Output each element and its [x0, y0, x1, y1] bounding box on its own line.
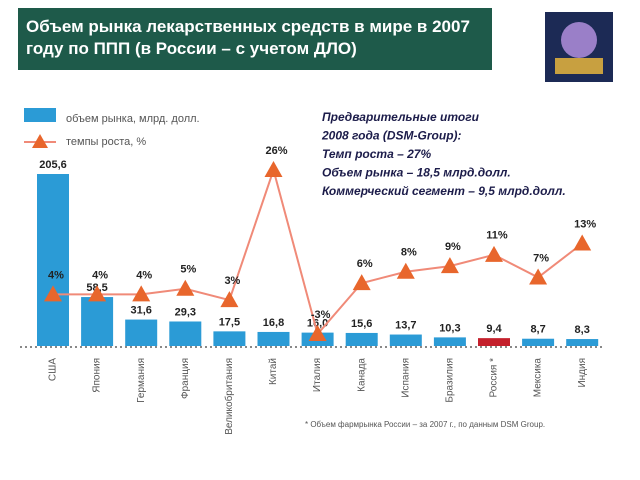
growth-marker [176, 279, 195, 296]
legend-marker [32, 134, 48, 148]
x-tick-label: Россия * [489, 358, 500, 398]
decor-image [545, 12, 613, 82]
bar-value-label: 15,6 [351, 318, 372, 330]
growth-marker [485, 245, 503, 262]
bar-value-label: 13,7 [395, 319, 416, 331]
x-tick-label: США [48, 358, 59, 381]
x-tick-label: Италия [312, 358, 323, 392]
growth-marker [352, 274, 371, 291]
growth-marker [132, 285, 151, 302]
growth-value-label: 11% [486, 230, 508, 242]
growth-value-label: 4% [48, 269, 64, 281]
annotation-line: Коммерческий сегмент – 9,5 млрд.долл. [322, 184, 566, 198]
bar [257, 331, 290, 346]
bar [522, 338, 555, 346]
bar-value-label: 16,8 [263, 317, 284, 329]
bar [37, 174, 69, 346]
annotation-line: 2008 года (DSM-Group): [321, 129, 462, 143]
growth-marker [396, 262, 415, 279]
bar-value-label: 8,3 [575, 324, 590, 336]
x-tick-label: Бразилия [445, 358, 456, 403]
bar-value-label: 17,5 [219, 316, 240, 328]
x-tick-label: Великобритания [223, 358, 235, 435]
growth-marker [220, 291, 239, 308]
bar-value-label: 10,3 [439, 322, 460, 334]
growth-marker [44, 285, 62, 302]
growth-value-label: 4% [136, 269, 152, 281]
x-tick-label: Германия [136, 358, 147, 403]
bar-value-label: 205,6 [39, 159, 67, 171]
bar-value-label: 31,6 [130, 304, 151, 316]
x-tick-label: Франция [180, 358, 191, 399]
bar [566, 339, 599, 346]
growth-marker [440, 257, 459, 274]
bar [213, 331, 246, 346]
bar [478, 338, 510, 346]
growth-marker [264, 161, 283, 177]
bar [389, 334, 422, 346]
annotation-line: Предварительные итоги [322, 110, 480, 124]
bar-value-label: 29,3 [175, 306, 196, 318]
bar [169, 321, 202, 346]
bar [125, 319, 158, 346]
legend-swatch [24, 108, 56, 122]
growth-value-label: 5% [180, 264, 196, 276]
growth-value-label: 26% [265, 145, 287, 157]
bar-value-label: 8,7 [530, 324, 545, 336]
bar-value-label: 9,4 [486, 323, 502, 335]
growth-marker [88, 285, 107, 302]
title-wrap: Объем рынка лекарственных средств в мире… [26, 17, 470, 58]
x-tick-label: Япония [92, 358, 103, 393]
growth-value-label: 4% [92, 269, 108, 281]
growth-value-label: 3% [224, 275, 240, 287]
legend-label: объем рынка, млрд. долл. [66, 113, 200, 125]
growth-value-label: 6% [357, 258, 373, 270]
annotation-line: Объем рынка – 18,5 млрд.долл. [322, 166, 511, 180]
bar [433, 337, 466, 346]
growth-marker [573, 234, 592, 251]
annotation-line: Темп роста – 27% [322, 147, 431, 161]
x-tick-label: Мексика [533, 358, 544, 398]
growth-marker [529, 268, 548, 285]
growth-value-label: 7% [533, 252, 549, 264]
bar [345, 332, 378, 346]
legend-label: темпы роста, % [66, 136, 146, 148]
bar [81, 297, 114, 346]
x-tick-label: Испания [400, 358, 411, 398]
x-tick-label: Индия [577, 358, 588, 388]
growth-value-label: 13% [574, 218, 596, 230]
x-tick-label: Китай [268, 358, 279, 385]
growth-value-label: -3% [311, 309, 331, 321]
legend: объем рынка, млрд. долл. темпы роста, % [24, 108, 200, 148]
title-box [18, 8, 492, 70]
growth-marker [308, 325, 327, 341]
x-tick-label: Канада [356, 358, 367, 392]
growth-value-label: 9% [445, 241, 461, 253]
growth-value-label: 8% [401, 247, 417, 259]
chart-title: Объем рынка лекарственных средств в мире… [26, 17, 470, 58]
footnote: * Объем фармрынка России – за 2007 г., п… [305, 420, 545, 429]
